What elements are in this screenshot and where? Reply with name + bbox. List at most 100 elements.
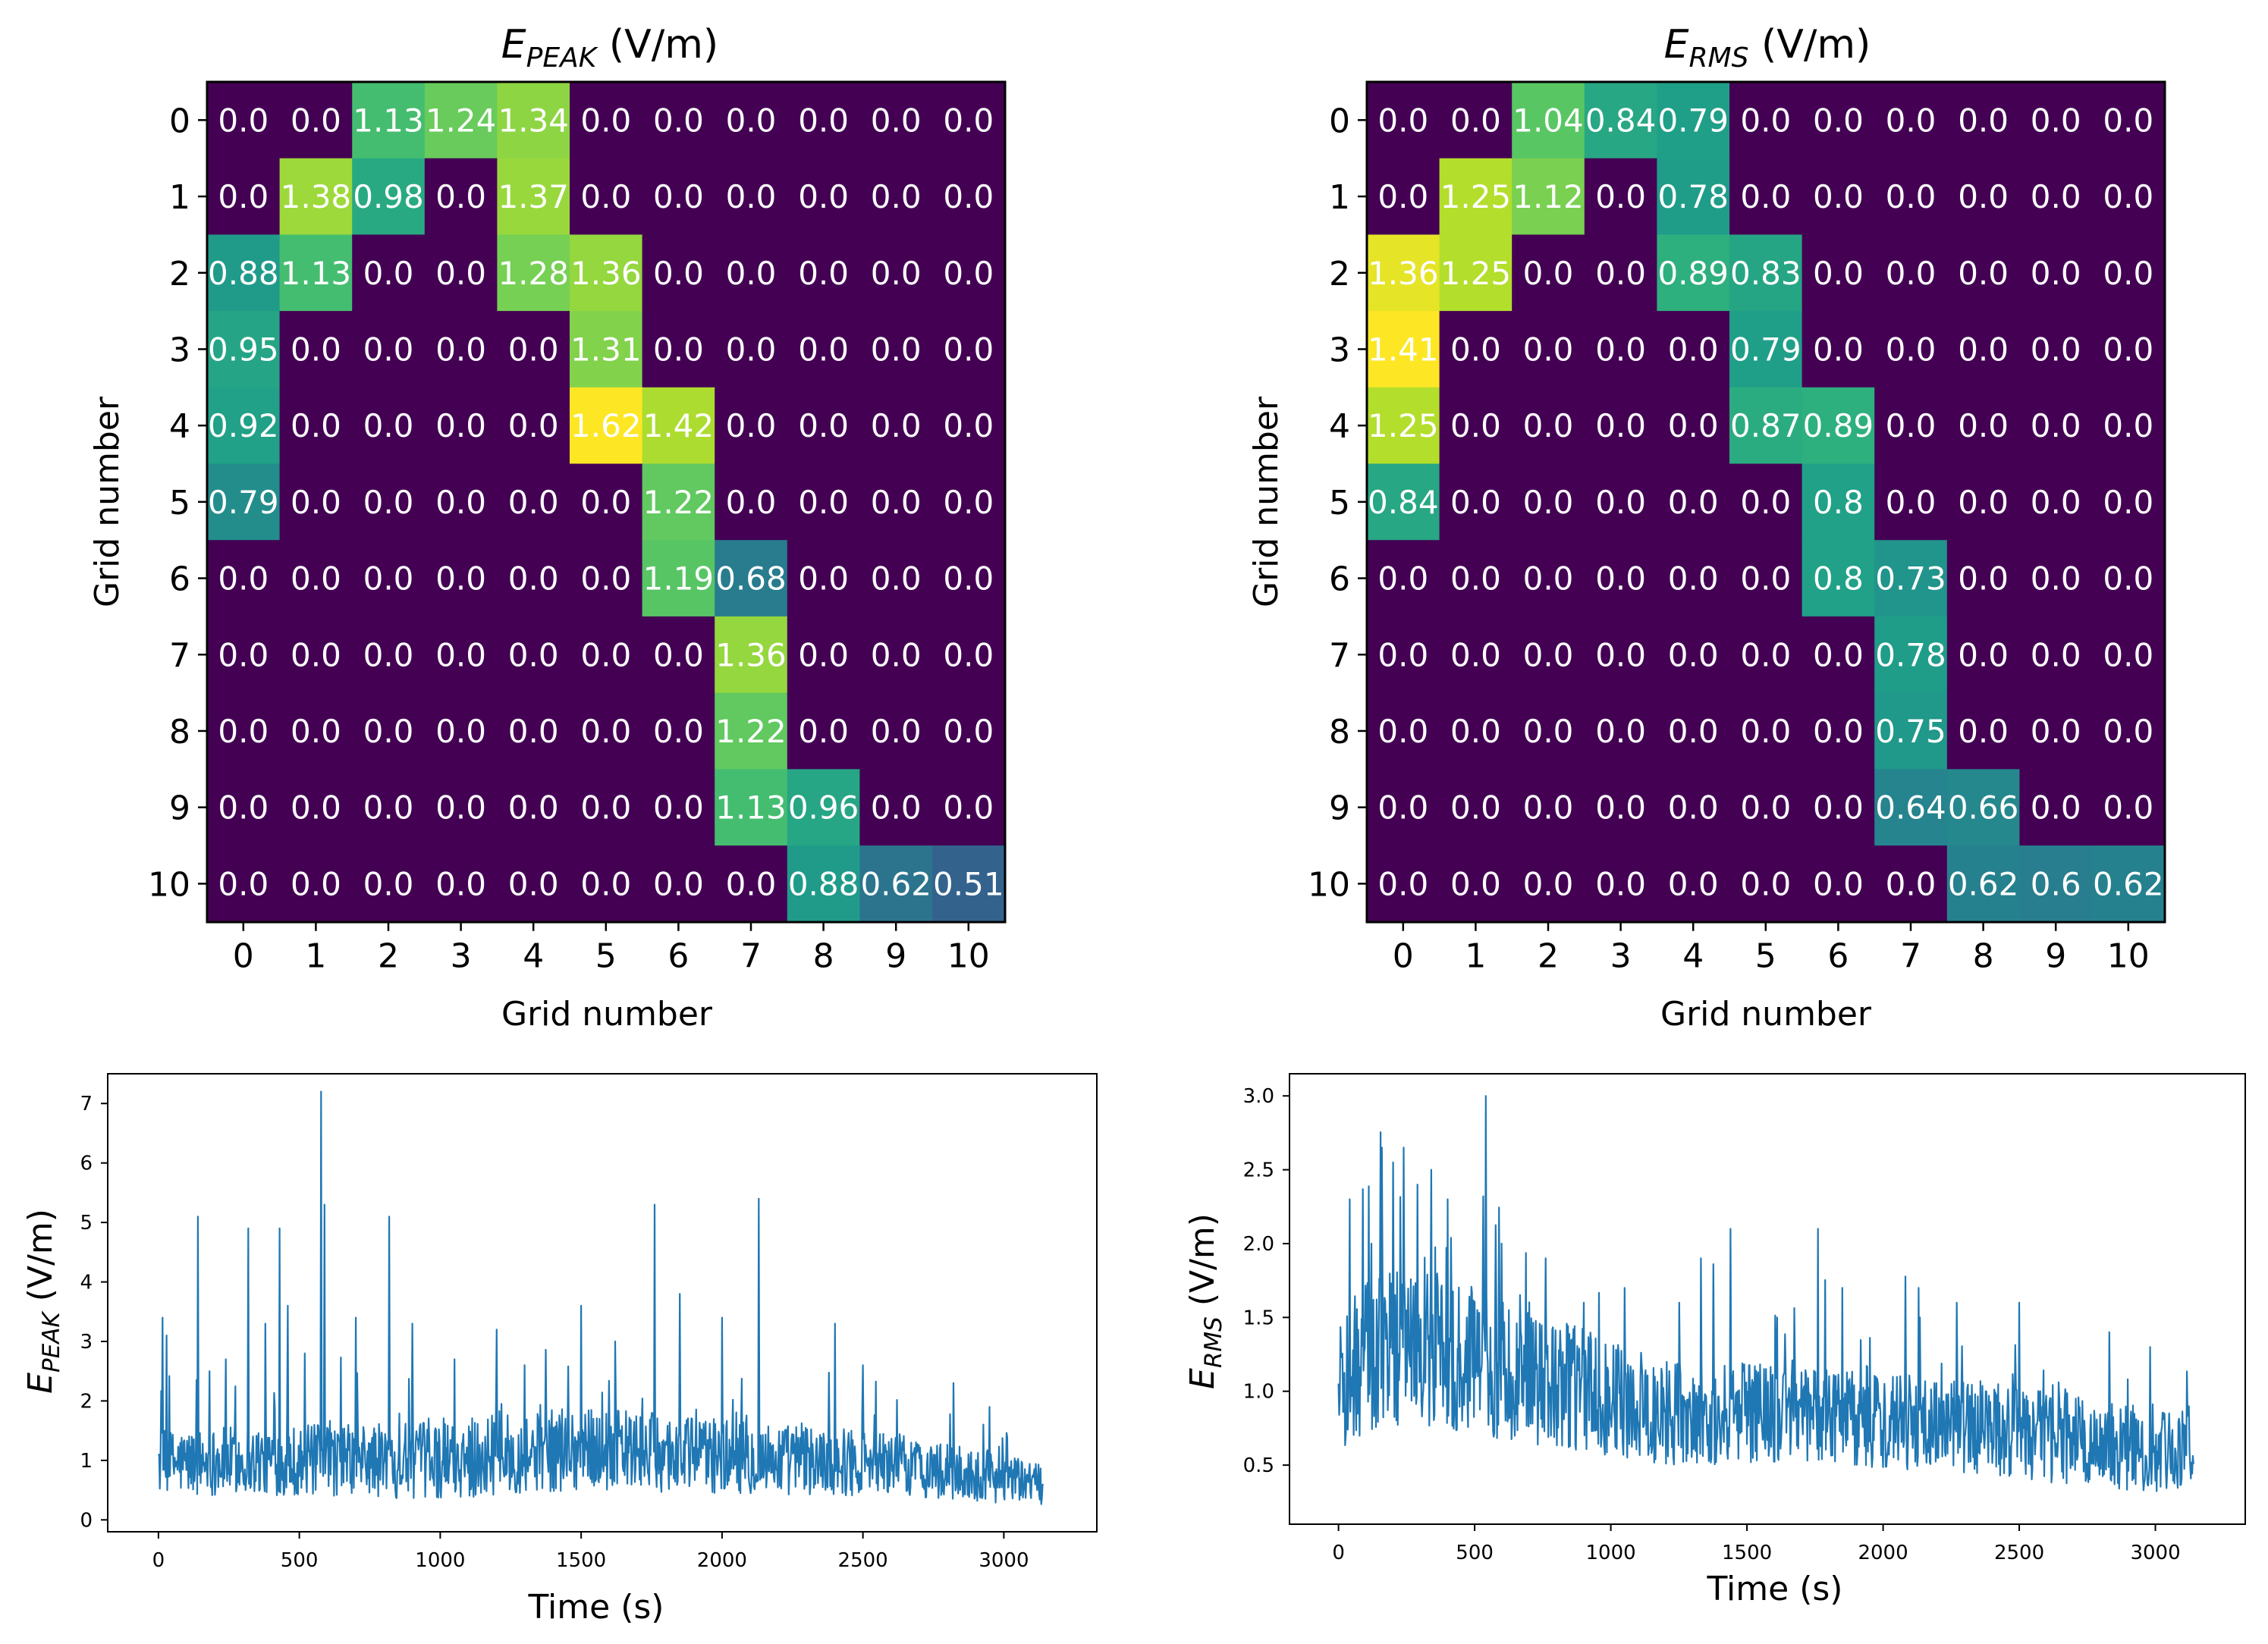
heatmap-erms-cell-label: 0.0: [1595, 713, 1646, 750]
heatmap-epeak-ytick-label: 2: [169, 255, 190, 293]
timeseries-erms-xtick-label: 3000: [2130, 1542, 2180, 1564]
heatmap-erms-xtick-label: 9: [2045, 937, 2066, 976]
heatmap-erms-cell: [1729, 692, 1803, 770]
heatmap-epeak-cell: [279, 540, 353, 617]
heatmap-erms-cell: [1946, 846, 2020, 923]
heatmap-erms-cell-label: 0.0: [1886, 484, 1937, 521]
heatmap-epeak-cell-label: 0.0: [943, 102, 994, 139]
timeseries-epeak: 0 500 1000 1500 2000 2500 3000 0 1 2 3 4 5 6 7 Time (…: [21, 1073, 1098, 1627]
heatmap-erms-cell-label: 0.0: [1450, 484, 1501, 521]
heatmap-erms-ytick-label: 1: [1329, 178, 1350, 217]
heatmap-erms-cell: [1439, 540, 1513, 617]
heatmap-epeak-cell: [279, 616, 353, 694]
heatmap-erms-ytick-label: 8: [1329, 713, 1350, 751]
heatmap-epeak-cell: [497, 769, 570, 846]
heatmap-epeak-cell: [570, 769, 643, 846]
heatmap-epeak-cell-label: 0.0: [580, 560, 631, 598]
heatmap-erms-cell-label: 0.0: [2031, 407, 2081, 444]
heatmap-erms-cell: [1802, 82, 1875, 159]
heatmap-erms-cell: [1729, 463, 1803, 541]
heatmap-erms-cell: [1729, 846, 1803, 923]
heatmap-erms-cell: [1584, 234, 1657, 312]
heatmap-epeak-cell: [352, 616, 426, 694]
heatmap-epeak-cell-label: 0.0: [291, 102, 341, 139]
heatmap-epeak-cell: [352, 846, 426, 923]
heatmap-epeak-cell: [424, 158, 498, 235]
heatmap-erms-cell-label: 0.0: [1595, 255, 1646, 292]
heatmap-erms-cell-label: 0.0: [1595, 407, 1646, 444]
heatmap-epeak-cell: [932, 463, 1006, 541]
heatmap-erms-cell: [2019, 846, 2093, 923]
heatmap-erms-cell-label: 0.0: [2103, 331, 2153, 368]
heatmap-epeak-xtick-label: 7: [740, 937, 762, 976]
heatmap-erms-cell: [1584, 311, 1657, 388]
heatmap-epeak-cell: [279, 692, 353, 770]
heatmap-erms-cell-label: 0.0: [1523, 789, 1574, 827]
heatmap-epeak-cell: [497, 311, 570, 388]
heatmap-erms-cell-label: 0.0: [1595, 789, 1646, 827]
heatmap-erms-cell-label: 0.0: [1668, 636, 1719, 673]
heatmap-epeak-cell-label: 0.0: [218, 713, 269, 750]
heatmap-erms-cell-label: 0.73: [1875, 560, 1946, 598]
heatmap-epeak-cell-label: 1.34: [498, 102, 569, 139]
heatmap-epeak-cell: [352, 82, 426, 159]
heatmap-erms-cell-label: 0.0: [2031, 484, 2081, 521]
heatmap-erms-cell-label: 0.0: [1450, 102, 1501, 139]
heatmap-erms-cell: [1584, 846, 1657, 923]
heatmap-epeak-xtick-label: 2: [378, 937, 399, 976]
timeseries-epeak-line: [157, 1090, 1044, 1505]
heatmap-epeak-cell: [497, 616, 570, 694]
heatmap-erms-cell: [2019, 540, 2093, 617]
heatmap-erms-cell: [1729, 540, 1803, 617]
heatmap-epeak-cell: [279, 769, 353, 846]
heatmap-erms-cell: [1657, 463, 1730, 541]
heatmap-erms-cell-label: 1.25: [1440, 255, 1512, 292]
heatmap-erms-cell-label: 0.0: [1450, 713, 1501, 750]
heatmap-epeak-cell: [932, 846, 1006, 923]
heatmap-erms-cell: [1367, 846, 1440, 923]
heatmap-erms-cell-label: 0.0: [1523, 407, 1574, 444]
heatmap-erms-cell: [1802, 387, 1875, 465]
heatmap-erms-cell: [1584, 616, 1657, 694]
heatmap-epeak-cell-label: 0.88: [788, 865, 859, 902]
heatmap-epeak-cell-label: 0.0: [943, 636, 994, 673]
timeseries-erms-xtick-label: 500: [1456, 1542, 1494, 1564]
heatmap-epeak-cell-label: 0.0: [798, 636, 849, 673]
heatmap-epeak-cell-label: 1.38: [281, 178, 352, 215]
heatmap-erms-cell: [1874, 158, 1948, 235]
heatmap-erms-cell: [1367, 158, 1440, 235]
heatmap-epeak-cell-label: 0.0: [653, 713, 704, 750]
heatmap-erms-cell-label: 0.0: [1813, 255, 1864, 292]
heatmap-epeak-ytick-label: 1: [169, 178, 190, 217]
heatmap-epeak-cell: [570, 463, 643, 541]
heatmap-erms-cell-label: 0.0: [1377, 789, 1428, 827]
heatmap-epeak-cell-label: 0.0: [363, 560, 414, 598]
heatmap-erms-cell: [2092, 463, 2166, 541]
heatmap-erms-cell: [1802, 692, 1875, 770]
heatmap-erms-cell: [1946, 540, 2020, 617]
heatmap-erms-cell-label: 0.0: [1958, 713, 2009, 750]
timeseries-erms-ytick-label: 1.0: [1243, 1381, 1274, 1404]
heatmap-erms-cell-label: 0.0: [1523, 865, 1574, 902]
heatmap-erms-cell: [2019, 311, 2093, 388]
heatmap-erms-cell: [2092, 616, 2166, 694]
timeseries-epeak-ytick-label: 1: [80, 1450, 93, 1473]
heatmap-erms-cell-label: 0.0: [2103, 102, 2153, 139]
heatmap-epeak-cell: [932, 387, 1006, 465]
heatmap-erms-cell-label: 0.0: [1377, 102, 1428, 139]
heatmap-erms-cell: [2019, 769, 2093, 846]
heatmap-epeak-xlabel: Grid number: [501, 995, 713, 1034]
heatmap-erms-ytick-label: 9: [1329, 789, 1350, 828]
heatmap-epeak-cell: [642, 692, 715, 770]
timeseries-epeak-ytick-label: 0: [80, 1509, 93, 1532]
heatmap-erms-cell-label: 0.83: [1730, 255, 1802, 292]
heatmap-erms-cell: [1802, 463, 1875, 541]
heatmap-epeak-cell-label: 1.13: [715, 789, 787, 827]
heatmap-epeak-cell: [570, 846, 643, 923]
heatmap-erms-cell-label: 0.0: [1377, 178, 1428, 215]
heatmap-erms-cell-label: 0.0: [2031, 636, 2081, 673]
heatmap-erms-cell-label: 0.75: [1875, 713, 1946, 750]
heatmap-epeak-cell: [859, 234, 933, 312]
heatmap-epeak-cell: [642, 463, 715, 541]
heatmap-erms-cell-label: 0.0: [1668, 789, 1719, 827]
